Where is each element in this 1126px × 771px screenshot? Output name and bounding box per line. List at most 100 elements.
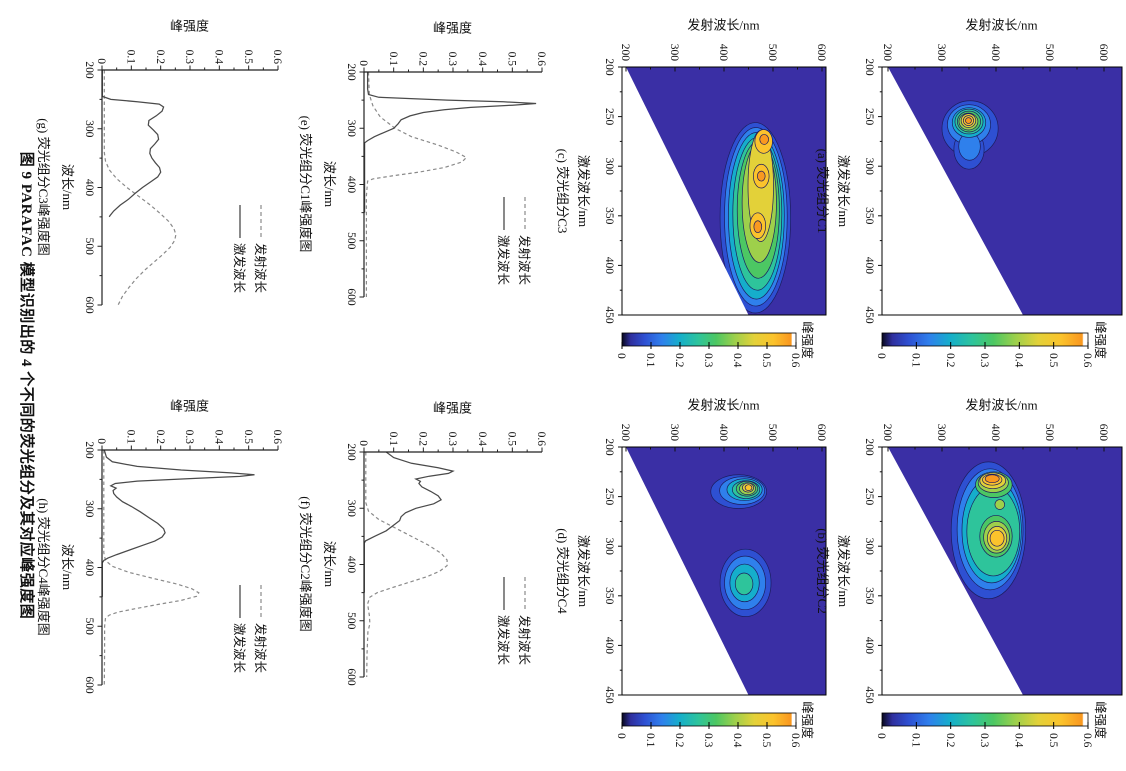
excitation-axis-label-a: 激发波长/nm bbox=[836, 154, 851, 228]
tick-label: 500 bbox=[83, 618, 95, 636]
tick-label: 0 bbox=[95, 438, 107, 444]
tick-label: 0.4 bbox=[731, 733, 743, 748]
intensity-axis-label-e: 峰强度 bbox=[432, 20, 472, 36]
tick-label: 600 bbox=[815, 44, 827, 62]
tick-label: 600 bbox=[83, 676, 95, 694]
dashed-line-sample-icon bbox=[524, 197, 527, 230]
legend-row-excitation: 激发波长 bbox=[230, 585, 251, 695]
series-excitation bbox=[363, 72, 537, 213]
subplot-caption-a: (a) 荧光组分C1 bbox=[815, 148, 830, 234]
tick-label: 350 bbox=[603, 207, 615, 225]
tick-label: 500 bbox=[345, 612, 357, 630]
tick-label: 0.3 bbox=[183, 50, 195, 65]
legend-label-excitation: 激发波长 bbox=[496, 235, 510, 286]
tick-label: 0.4 bbox=[213, 430, 225, 445]
loading-plot-f: 200 300 400 500 600 0 0.1 0.2 0.3 0.4 0.5 0.6 bbox=[345, 432, 547, 686]
tick-label: 0.3 bbox=[446, 432, 458, 447]
wavelength-axis-label-g: 波长/nm bbox=[60, 163, 75, 211]
eem-plot-a: 200 300 400 500 600 200 250 300 350 400 450 0 0.1 0.2… bbox=[863, 44, 1123, 368]
tick-label: 0.5 bbox=[242, 430, 254, 445]
solid-line-sample-icon bbox=[503, 197, 506, 230]
tick-label: 350 bbox=[863, 207, 875, 225]
tick-label: 400 bbox=[345, 556, 357, 574]
tick-label: 0.1 bbox=[910, 353, 922, 368]
dashed-line-sample-icon bbox=[260, 205, 263, 238]
tick-label: 0.2 bbox=[417, 52, 429, 67]
legend-row-excitation: 激发波长 bbox=[494, 577, 515, 687]
tick-label: 200 bbox=[603, 438, 615, 456]
tick-label: 0.3 bbox=[702, 353, 714, 368]
legend-f: 发射波长 激发波长 bbox=[494, 577, 536, 687]
excitation-axis-label-c: 激发波长/nm bbox=[576, 154, 591, 228]
tick-label: 450 bbox=[863, 306, 875, 324]
tick-label: 300 bbox=[668, 424, 680, 442]
solid-line-sample-icon bbox=[239, 205, 242, 238]
tick-label: 0.1 bbox=[387, 432, 399, 447]
emission-axis-label-d: 发射波长/nm bbox=[687, 397, 760, 413]
tick-label: 0.5 bbox=[1047, 353, 1059, 368]
legend-label-emission: 发射波长 bbox=[253, 623, 267, 674]
series-excitation bbox=[101, 70, 165, 218]
tick-label: 0.1 bbox=[910, 733, 922, 748]
tick-label: 200 bbox=[83, 61, 95, 79]
intensity-axis-label-g: 峰强度 bbox=[169, 18, 209, 34]
tick-label: 0.1 bbox=[644, 733, 656, 748]
tick-label: 0.1 bbox=[125, 430, 137, 445]
tick-label: 200 bbox=[619, 424, 631, 442]
tick-label: 500 bbox=[766, 44, 778, 62]
tick-label: 200 bbox=[881, 424, 893, 442]
tick-label: 300 bbox=[935, 424, 947, 442]
tick-label: 250 bbox=[603, 108, 615, 126]
subplot-caption-c: (c) 荧光组分C3 bbox=[555, 148, 570, 234]
tick-label: 200 bbox=[863, 58, 875, 76]
tick-label: 350 bbox=[603, 587, 615, 605]
tick-label: 300 bbox=[863, 538, 875, 556]
tick-label: 0 bbox=[615, 353, 627, 359]
tick-label: 0.6 bbox=[1081, 353, 1093, 368]
tick-label: 300 bbox=[83, 500, 95, 518]
legend-label-excitation: 激发波长 bbox=[232, 243, 246, 294]
tick-label: 400 bbox=[717, 44, 729, 62]
legend-label-excitation: 激发波长 bbox=[496, 615, 510, 666]
tick-label: 500 bbox=[83, 238, 95, 256]
tick-label: 200 bbox=[881, 44, 893, 62]
tick-label: 600 bbox=[83, 296, 95, 314]
solid-line-sample-icon bbox=[503, 577, 506, 610]
tick-label: 200 bbox=[345, 443, 357, 461]
tick-label: 0.4 bbox=[1013, 353, 1025, 368]
tick-label: 300 bbox=[863, 158, 875, 176]
tick-label: 300 bbox=[935, 44, 947, 62]
colorbar-label-a: 峰强度 bbox=[1093, 321, 1107, 359]
tick-label: 0 bbox=[875, 733, 887, 739]
subplot-caption-e: (e) 荧光组分C1峰强度图 bbox=[298, 115, 313, 253]
tick-label: 200 bbox=[863, 438, 875, 456]
tick-label: 0 bbox=[357, 60, 369, 66]
tick-label: 200 bbox=[345, 63, 357, 81]
intensity-axis-label-h: 峰强度 bbox=[169, 398, 209, 414]
series-excitation bbox=[363, 451, 455, 593]
tick-label: 0.1 bbox=[644, 353, 656, 368]
eem-plot-b: 200 300 400 500 600 200 250 300 350 400 450 0 0.1 0.2… bbox=[863, 424, 1123, 748]
tick-label: 0.2 bbox=[673, 733, 685, 748]
dashed-line-sample-icon bbox=[524, 577, 527, 610]
tick-label: 400 bbox=[345, 176, 357, 194]
legend-label-emission: 发射波长 bbox=[517, 615, 531, 666]
tick-label: 0.3 bbox=[978, 733, 990, 748]
tick-label: 0.6 bbox=[1081, 733, 1093, 748]
tick-label: 250 bbox=[603, 488, 615, 506]
tick-label: 0.5 bbox=[760, 353, 772, 368]
legend-e: 发射波长 激发波长 bbox=[494, 197, 536, 307]
tick-label: 400 bbox=[83, 559, 95, 577]
loading-plot-e: 200 300 400 500 600 0 0.1 0.2 0.3 0.4 0.5 0.6 bbox=[345, 52, 547, 306]
tick-label: 350 bbox=[863, 587, 875, 605]
tick-label: 400 bbox=[717, 424, 729, 442]
tick-label: 0.3 bbox=[446, 52, 458, 67]
series-excitation bbox=[101, 449, 255, 597]
series-emission bbox=[365, 71, 468, 297]
legend-row-emission: 发射波长 bbox=[515, 577, 536, 687]
tick-label: 400 bbox=[989, 424, 1001, 442]
tick-label: 450 bbox=[603, 686, 615, 704]
tick-label: 500 bbox=[345, 232, 357, 250]
tick-label: 0.4 bbox=[213, 50, 225, 65]
